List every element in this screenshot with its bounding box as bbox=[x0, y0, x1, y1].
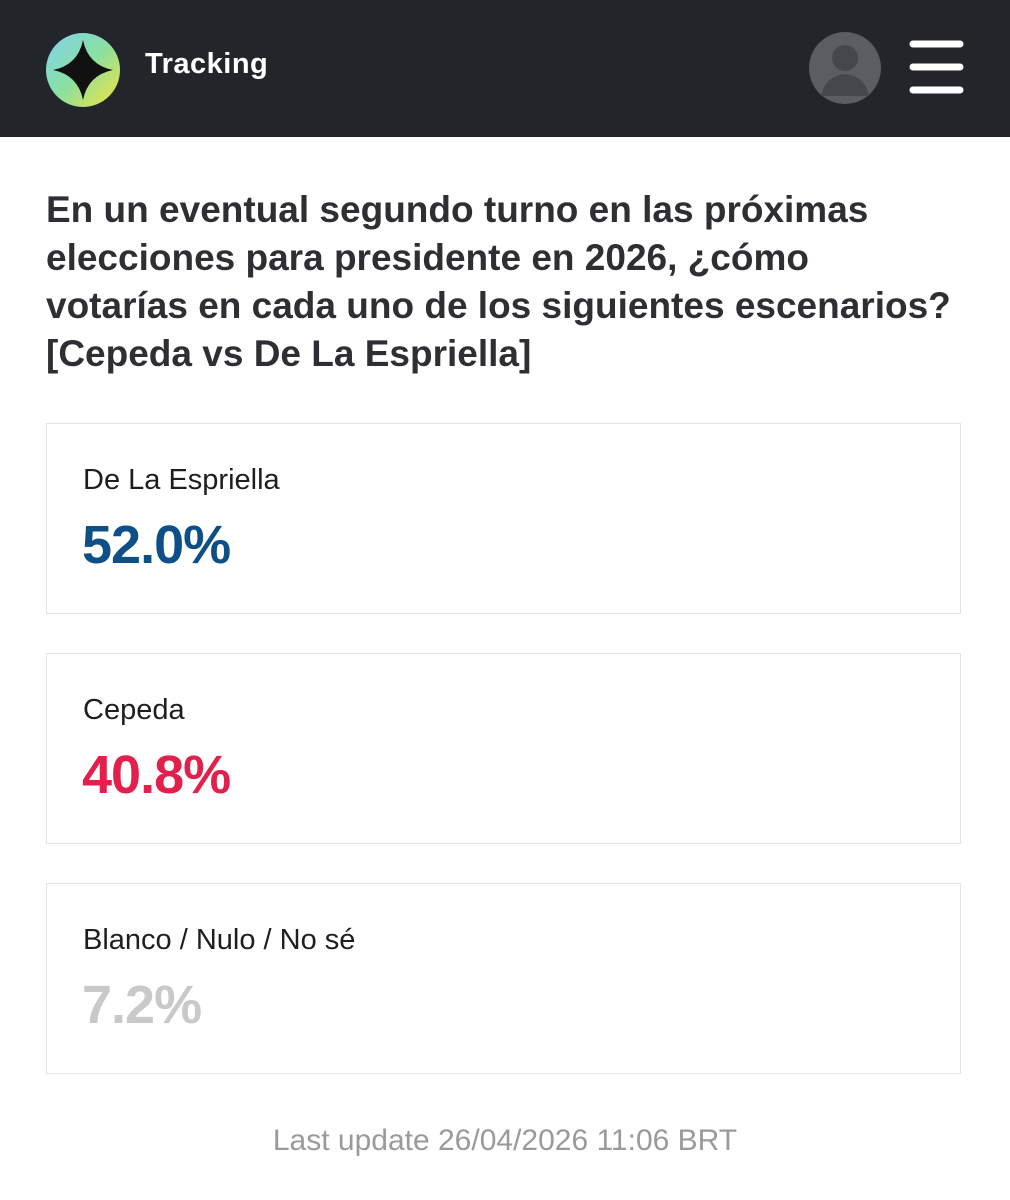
logo-mark bbox=[53, 40, 113, 100]
result-card: Blanco / Nulo / No sé 7.2% bbox=[46, 883, 961, 1074]
app-title[interactable]: Tracking bbox=[145, 48, 269, 80]
last-update: Last update 26/04/2026 11:06 BRT bbox=[272, 1124, 738, 1157]
option-value: 7.2% bbox=[82, 975, 202, 1035]
question-line: En un eventual segundo turno en las próx… bbox=[46, 189, 869, 230]
question: En un eventual segundo turno en las próx… bbox=[46, 186, 986, 378]
result-card: Cepeda 40.8% bbox=[46, 653, 961, 844]
question-line: [Cepeda vs De La Espriella] bbox=[46, 333, 532, 374]
option-label: Cepeda bbox=[83, 694, 185, 726]
menu-button[interactable] bbox=[909, 40, 964, 94]
avatar-head bbox=[832, 45, 858, 71]
option-value: 40.8% bbox=[82, 745, 231, 805]
result-card: De La Espriella 52.0% bbox=[46, 423, 961, 614]
option-value: 52.0% bbox=[82, 515, 231, 575]
option-label: Blanco / Nulo / No sé bbox=[83, 924, 356, 956]
avatar-body bbox=[821, 74, 869, 96]
question-line: elecciones para presidente en 2026, ¿cóm… bbox=[46, 237, 809, 278]
header-graphics bbox=[46, 32, 964, 107]
question-line: votarías en cada uno de los siguientes e… bbox=[46, 285, 951, 326]
option-label: De La Espriella bbox=[83, 464, 280, 496]
top-bar: Tracking bbox=[0, 0, 1010, 137]
